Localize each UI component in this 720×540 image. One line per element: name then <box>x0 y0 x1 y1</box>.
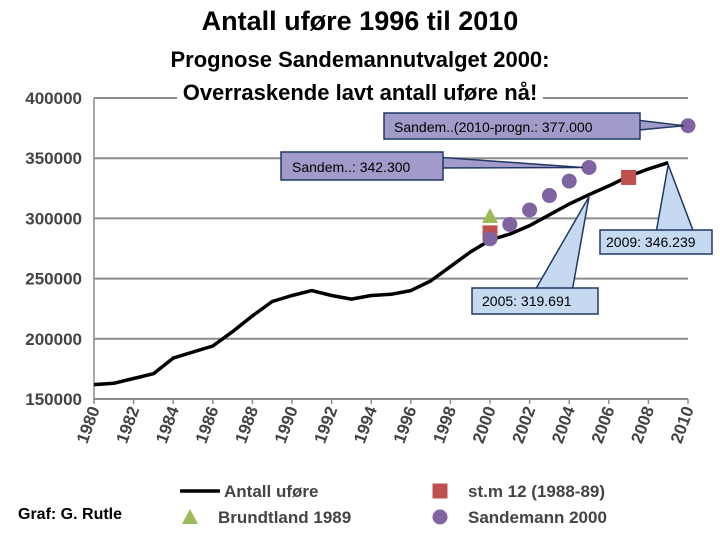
x-tick-label: 2008 <box>627 404 658 446</box>
callout-text-sandem-2010: Sandem..(2010-progn.: 377.000 <box>394 119 593 135</box>
x-tick-label: 1984 <box>152 403 183 446</box>
x-tick-label: 1986 <box>192 404 223 446</box>
data-point-circle <box>680 118 696 134</box>
x-tick-label: 1992 <box>311 404 342 446</box>
x-tick-label: 1982 <box>113 404 144 446</box>
callout-pointer <box>655 161 696 234</box>
chart-subtitle-line1: Prognose Sandemannutvalget 2000: <box>170 47 550 72</box>
x-tick-label: 1994 <box>350 403 381 446</box>
legend-label: Sandemann 2000 <box>468 508 607 527</box>
legend-swatch-circle <box>432 509 448 525</box>
x-tick-label: 1996 <box>390 404 421 446</box>
callout-text-sandem-342300: Sandem..: 342.300 <box>292 159 411 175</box>
legend-swatch-square <box>432 483 448 499</box>
x-tick-label: 1980 <box>73 404 104 446</box>
callout-text-2009: 2009: 346.239 <box>606 234 696 250</box>
x-tick-label: 2004 <box>548 403 579 446</box>
chart-subtitle-line2: Overraskende lavt antall uføre nå! <box>176 80 544 105</box>
x-tick-label: 2010 <box>667 404 698 446</box>
callout-2009 <box>599 229 713 255</box>
data-point-circle <box>561 173 577 189</box>
x-tick-label: 1990 <box>271 404 302 446</box>
data-point-circle <box>541 188 557 204</box>
y-tick-label: 350000 <box>25 149 82 168</box>
data-point-circle <box>502 216 518 232</box>
legend-label: Antall uføre <box>224 482 318 501</box>
data-point-circle <box>522 202 538 218</box>
x-tick-label: 1998 <box>429 404 460 446</box>
y-tick-label: 250000 <box>25 270 82 289</box>
data-point-circle <box>482 231 498 247</box>
series-line-antall-ufore <box>93 161 669 387</box>
legend-swatch-triangle <box>182 509 198 524</box>
data-point-circle <box>581 159 597 175</box>
x-tick-label: 2000 <box>469 404 500 446</box>
x-tick-label: 1988 <box>231 404 262 446</box>
callout-sandem-2010 <box>383 112 641 140</box>
x-tick-label: 2006 <box>588 404 619 446</box>
graph-credit: Graf: G. Rutle <box>18 506 123 523</box>
y-tick-label: 200000 <box>25 330 82 349</box>
y-tick-label: 400000 <box>25 89 82 108</box>
callout-sandem-342300 <box>280 151 444 181</box>
legend-label: st.m 12 (1988-89) <box>468 482 605 501</box>
data-point-square <box>621 169 637 185</box>
legend-label: Brundtland 1989 <box>218 508 351 527</box>
callout-text-2005: 2005: 319.691 <box>482 293 572 309</box>
data-point-triangle <box>482 207 498 223</box>
chart-title: Antall uføre 1996 til 2010 <box>201 6 519 36</box>
y-tick-label: 150000 <box>25 390 82 409</box>
callout-2005 <box>471 287 599 315</box>
x-tick-label: 2002 <box>509 404 540 446</box>
y-tick-label: 300000 <box>25 209 82 228</box>
chart-subtitle-line2-wrap: Overraskende lavt antall uføre nå! <box>0 80 720 106</box>
